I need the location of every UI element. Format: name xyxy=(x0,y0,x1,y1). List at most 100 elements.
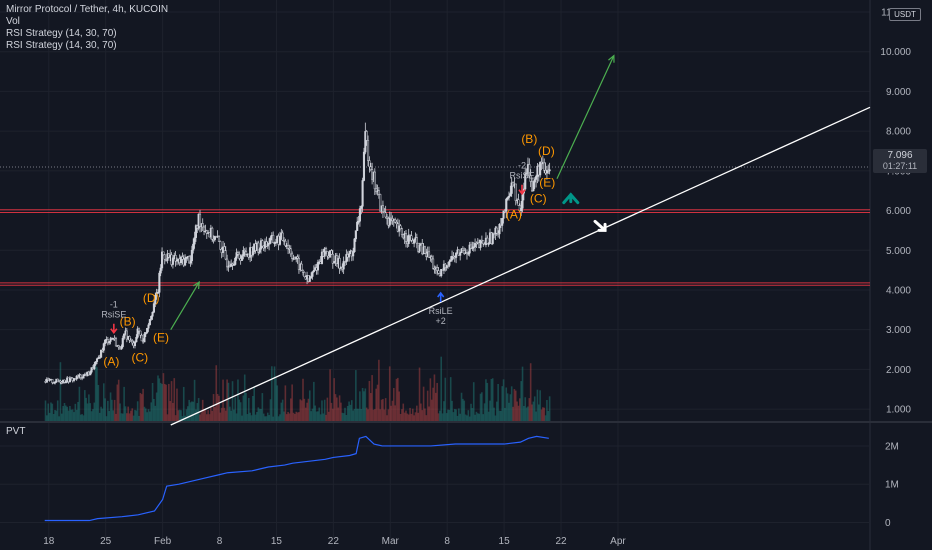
volume-bar xyxy=(224,410,227,421)
candle-body xyxy=(364,131,367,153)
volume-bar xyxy=(70,409,73,421)
candle-body xyxy=(238,253,241,259)
candle-body xyxy=(82,374,85,379)
x-tick-label: Apr xyxy=(610,536,626,547)
pvt-tick-label: 2M xyxy=(885,441,899,452)
volume-bar xyxy=(487,411,490,421)
volume-bar xyxy=(79,414,82,421)
volume-bar xyxy=(458,408,460,421)
volume-bar xyxy=(131,408,134,421)
volume-bar xyxy=(50,402,52,421)
candle-body xyxy=(203,226,206,232)
x-tick-label: 8 xyxy=(217,536,223,547)
candle-body xyxy=(353,238,356,253)
volume-bar xyxy=(150,402,153,421)
candle-body xyxy=(272,234,275,243)
candle-body xyxy=(158,272,161,293)
volume-bar xyxy=(477,413,479,421)
volume-bar xyxy=(414,412,417,421)
volume-bar xyxy=(44,400,47,421)
volume-bar xyxy=(527,406,529,421)
volume-bar xyxy=(426,390,429,421)
candle-body xyxy=(366,140,370,161)
volume-bar xyxy=(449,377,452,421)
candle-body xyxy=(495,227,498,234)
candle-body xyxy=(474,243,477,247)
volume-bar xyxy=(295,411,298,421)
candle-body xyxy=(418,244,421,252)
y-tick-label: 8.000 xyxy=(886,127,911,138)
candle-body xyxy=(316,262,319,271)
volume-bar xyxy=(494,415,497,421)
volume-bar xyxy=(323,399,326,421)
volume-bar xyxy=(132,415,135,421)
pvt-pane-label[interactable]: PVT xyxy=(6,426,26,437)
volume-bar xyxy=(197,398,200,421)
volume-bar xyxy=(266,412,269,421)
volume-bar xyxy=(420,403,422,421)
volume-bar xyxy=(374,409,376,421)
candle-body xyxy=(303,271,306,277)
volume-bar xyxy=(388,366,391,421)
volume-bar xyxy=(82,415,85,421)
volume-bar xyxy=(359,391,361,421)
volume-bar xyxy=(375,388,377,421)
volume-bar xyxy=(483,403,486,421)
candle-body xyxy=(468,244,471,254)
candle-body xyxy=(379,194,382,212)
candle-body xyxy=(289,248,292,255)
indicator-rsi-1[interactable]: RSI Strategy (14, 30, 70) xyxy=(6,28,117,39)
candle-body xyxy=(109,338,112,342)
candle-body xyxy=(430,256,433,260)
y-tick-label: 6.000 xyxy=(886,206,911,217)
volume-bar xyxy=(170,381,173,421)
candle-body xyxy=(174,255,177,262)
volume-bar xyxy=(306,402,308,421)
volume-bar xyxy=(136,401,139,421)
candle-body xyxy=(543,162,546,171)
volume-bar xyxy=(65,405,67,421)
candle-body xyxy=(104,339,107,344)
candle-body xyxy=(194,225,197,238)
symbol-title[interactable]: Mirror Protocol / Tether, 4h, KUCOIN xyxy=(6,4,169,15)
volume-bar xyxy=(60,413,63,421)
volume-bar xyxy=(435,392,437,421)
volume-bar xyxy=(292,412,295,421)
volume-bar xyxy=(391,400,394,421)
volume-bar xyxy=(363,391,365,421)
candle-body xyxy=(517,199,520,206)
indicator-vol[interactable]: Vol xyxy=(6,16,20,27)
last-price-tag: 7.096 01:27:11 xyxy=(873,149,927,173)
volume-bar xyxy=(142,388,144,421)
volume-bar xyxy=(81,414,83,421)
volume-bar xyxy=(346,405,349,421)
volume-bar xyxy=(394,405,396,421)
signal-qty: -1 xyxy=(110,300,118,310)
candle-body xyxy=(507,195,511,198)
candle-body xyxy=(310,276,313,279)
volume-bar xyxy=(330,402,333,421)
currency-badge[interactable]: USDT xyxy=(889,8,921,21)
x-tick-label: 25 xyxy=(100,536,112,547)
signal-short-arrow xyxy=(110,323,118,335)
y-tick-label: 5.000 xyxy=(886,246,911,257)
volume-bar xyxy=(508,402,510,421)
teal-up-arrow xyxy=(562,192,580,205)
volume-bar xyxy=(413,415,415,421)
volume-bar xyxy=(437,413,440,421)
indicator-rsi-2[interactable]: RSI Strategy (14, 30, 70) xyxy=(6,40,117,51)
candle-body xyxy=(486,237,489,244)
candle-body xyxy=(509,193,512,197)
volume-bar xyxy=(510,386,513,421)
elliott-wave-label: (C) xyxy=(530,192,547,206)
volume-bar xyxy=(521,366,524,421)
volume-bar xyxy=(429,378,432,421)
volume-bar xyxy=(367,409,369,421)
candle-body xyxy=(491,232,494,244)
volume-bar xyxy=(441,413,444,421)
volume-bar xyxy=(249,412,251,421)
volume-bar xyxy=(109,392,112,421)
candle-body xyxy=(548,169,551,172)
elliott-wave-label: (E) xyxy=(153,331,169,345)
